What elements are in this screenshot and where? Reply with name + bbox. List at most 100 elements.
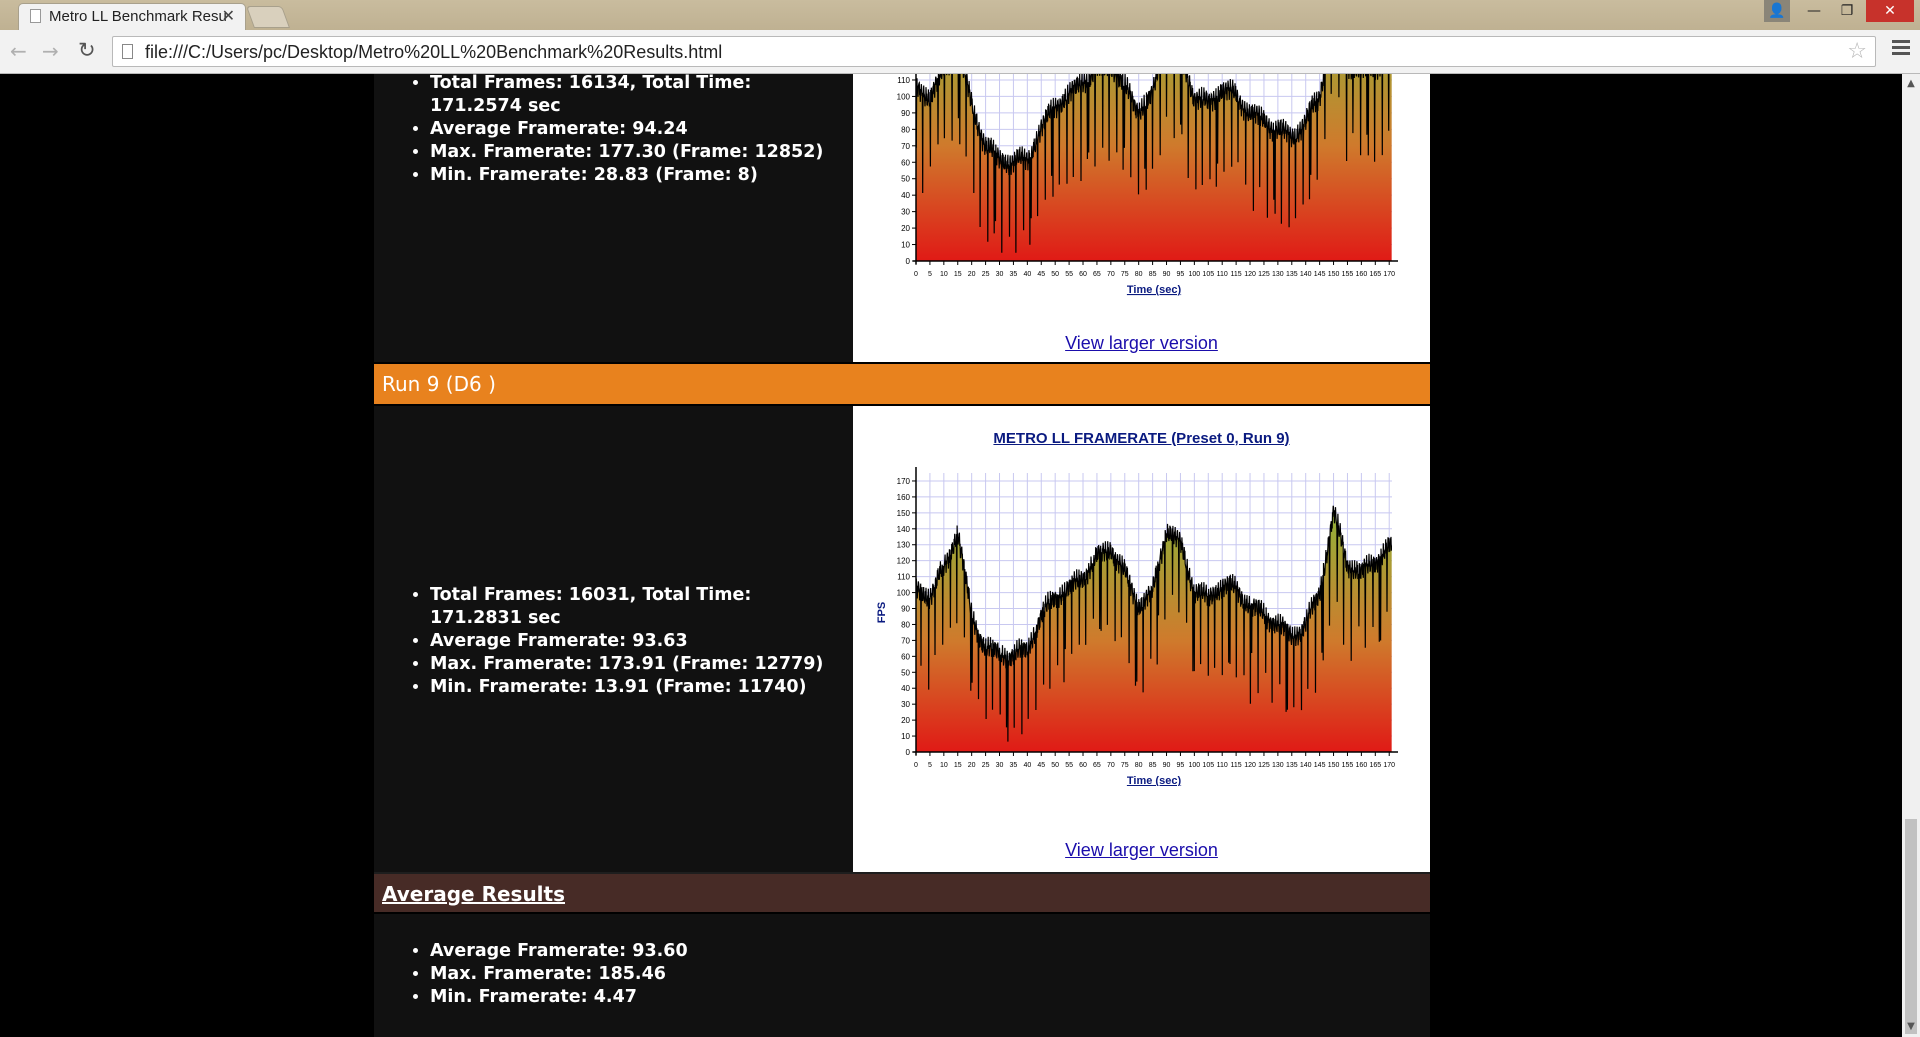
x-tick-label: 10 [940, 271, 948, 278]
run9-graph-panel: METRO LL FRAMERATE (Preset 0, Run 9) 0 10… [853, 406, 1430, 872]
x-tick-label: 165 [1369, 762, 1381, 769]
close-window-icon[interactable]: ✕ [1866, 0, 1914, 22]
x-tick-label: 130 [1272, 762, 1284, 769]
run9-min-framerate: Min. Framerate: 13.91 (Frame: 11740) [430, 676, 853, 699]
x-tick-label: 155 [1342, 271, 1354, 278]
minimize-window-icon[interactable]: — [1807, 3, 1821, 19]
page-scrollbar[interactable]: ▲ ▼ [1902, 74, 1920, 1037]
average-max-framerate: Max. Framerate: 185.46 [430, 963, 1430, 986]
x-tick-label: 125 [1258, 271, 1270, 278]
user-profile-icon[interactable]: 👤 [1764, 0, 1790, 22]
run9-total-frames: Total Frames: 16031, Total Time: 171.283… [430, 584, 853, 630]
run8-view-larger-link[interactable]: View larger version [1065, 333, 1218, 353]
x-tick-label: 150 [1328, 762, 1340, 769]
y-tick-label: 30 [901, 700, 910, 709]
x-tick-label: 120 [1244, 762, 1256, 769]
run9-average-framerate: Average Framerate: 93.63 [430, 630, 853, 653]
average-framerate: Average Framerate: 93.60 [430, 940, 1430, 963]
x-tick-label: 140 [1300, 271, 1312, 278]
forward-arrow-icon[interactable]: → [42, 39, 59, 63]
y-tick-label: 50 [901, 668, 910, 677]
x-tick-label: 130 [1272, 271, 1284, 278]
url-text[interactable]: file:///C:/Users/pc/Desktop/Metro%20LL%2… [145, 42, 723, 62]
scrollbar-thumb[interactable] [1905, 819, 1917, 1034]
y-tick-label: 100 [897, 589, 911, 598]
x-tick-label: 5 [928, 271, 932, 278]
average-stats-list: Average Framerate: 93.60 Max. Framerate:… [374, 940, 1430, 1009]
tab-close-icon[interactable]: ✕ [221, 8, 235, 25]
average-stats-panel: Average Framerate: 93.60 Max. Framerate:… [374, 914, 1430, 1037]
y-tick-label: 40 [901, 191, 910, 200]
y-tick-label: 90 [901, 109, 910, 118]
x-tick-label: 65 [1093, 271, 1101, 278]
page-content: Total Frames: 16134, Total Time: 171.257… [0, 74, 1902, 1037]
restore-window-icon[interactable]: ❐ [1840, 3, 1854, 19]
y-tick-label: 10 [901, 241, 910, 250]
run9-stats-list: Total Frames: 16031, Total Time: 171.283… [374, 584, 853, 699]
y-tick-label: 20 [901, 224, 910, 233]
run8-min-framerate: Min. Framerate: 28.83 (Frame: 8) [430, 164, 853, 187]
x-tick-label: 170 [1383, 271, 1395, 278]
run8-total-frames: Total Frames: 16134, Total Time: 171.257… [430, 74, 853, 118]
x-tick-label: 70 [1107, 762, 1115, 769]
x-tick-label: 80 [1135, 271, 1143, 278]
framerate-line [916, 505, 1392, 742]
x-tick-label: 145 [1314, 271, 1326, 278]
framerate-area [916, 74, 1392, 261]
x-tick-label: 95 [1177, 762, 1185, 769]
x-tick-label: 110 [1217, 271, 1228, 278]
x-tick-label: 50 [1051, 271, 1059, 278]
x-tick-label: 50 [1051, 762, 1059, 769]
x-tick-label: 60 [1079, 271, 1087, 278]
bookmark-star-icon[interactable]: ☆ [1847, 39, 1867, 64]
address-bar[interactable]: file:///C:/Users/pc/Desktop/Metro%20LL%2… [112, 36, 1876, 67]
framerate-area [916, 505, 1392, 752]
x-tick-label: 15 [954, 271, 962, 278]
x-tick-label: 110 [1217, 762, 1228, 769]
y-tick-label: 110 [897, 76, 910, 85]
back-arrow-icon[interactable]: ← [10, 39, 27, 63]
chart-title: METRO LL FRAMERATE (Preset 0, Run 9) [993, 430, 1290, 447]
reload-icon[interactable]: ↻ [78, 38, 96, 62]
run8-stats-list: Total Frames: 16134, Total Time: 171.257… [374, 74, 853, 187]
x-tick-label: 105 [1202, 271, 1214, 278]
run9-max-framerate: Max. Framerate: 173.91 (Frame: 12779) [430, 653, 853, 676]
x-tick-label: 35 [1010, 762, 1018, 769]
x-tick-label: 115 [1231, 271, 1242, 278]
x-tick-label: 100 [1189, 762, 1201, 769]
y-tick-label: 20 [901, 716, 910, 725]
x-tick-label: 135 [1286, 271, 1298, 278]
tab-active[interactable]: Metro LL Benchmark Resu ✕ [18, 3, 246, 30]
run8-framerate-chart[interactable]: 0 10 20 30 40 50 60 70 80 90 100 110 0 5 10 15 20 25 30 35 4… [853, 74, 1430, 306]
page-info-icon[interactable] [122, 44, 133, 59]
run9-view-larger-link[interactable]: View larger version [1065, 840, 1218, 860]
x-tick-label: 45 [1037, 762, 1045, 769]
scroll-down-arrow-icon[interactable]: ▼ [1907, 1021, 1915, 1032]
run9-framerate-chart[interactable]: 0102030405060708090100110120130140150160… [853, 456, 1430, 786]
browser-toolbar: ← → ↻ file:///C:/Users/pc/Desktop/Metro%… [0, 30, 1920, 74]
y-tick-label: 70 [901, 636, 910, 645]
x-tick-label: 15 [954, 762, 962, 769]
tab-strip: Metro LL Benchmark Resu ✕ 👤 — ❐ ✕ [0, 0, 1920, 30]
run8-stats-panel: Total Frames: 16134, Total Time: 171.257… [374, 74, 853, 362]
scroll-up-arrow-icon[interactable]: ▲ [1907, 78, 1915, 89]
y-tick-label: 90 [901, 605, 910, 614]
x-tick-label: 45 [1037, 271, 1045, 278]
x-tick-label: 85 [1149, 762, 1157, 769]
x-tick-label: 35 [1010, 271, 1018, 278]
x-tick-label: 135 [1286, 762, 1298, 769]
y-tick-label: 160 [897, 493, 911, 502]
y-axis-label: FPS [876, 602, 888, 623]
new-tab-button[interactable] [245, 6, 291, 28]
y-tick-label: 130 [897, 541, 911, 550]
y-tick-label: 80 [901, 125, 910, 134]
x-tick-label: 30 [996, 762, 1004, 769]
x-tick-label: 55 [1065, 271, 1073, 278]
y-tick-label: 150 [897, 509, 911, 518]
x-tick-label: 70 [1107, 271, 1115, 278]
chrome-menu-icon[interactable] [1892, 40, 1910, 58]
x-tick-label: 25 [982, 271, 990, 278]
x-tick-label: 160 [1356, 271, 1368, 278]
run8-average-framerate: Average Framerate: 94.24 [430, 118, 853, 141]
x-tick-label: 20 [968, 762, 976, 769]
